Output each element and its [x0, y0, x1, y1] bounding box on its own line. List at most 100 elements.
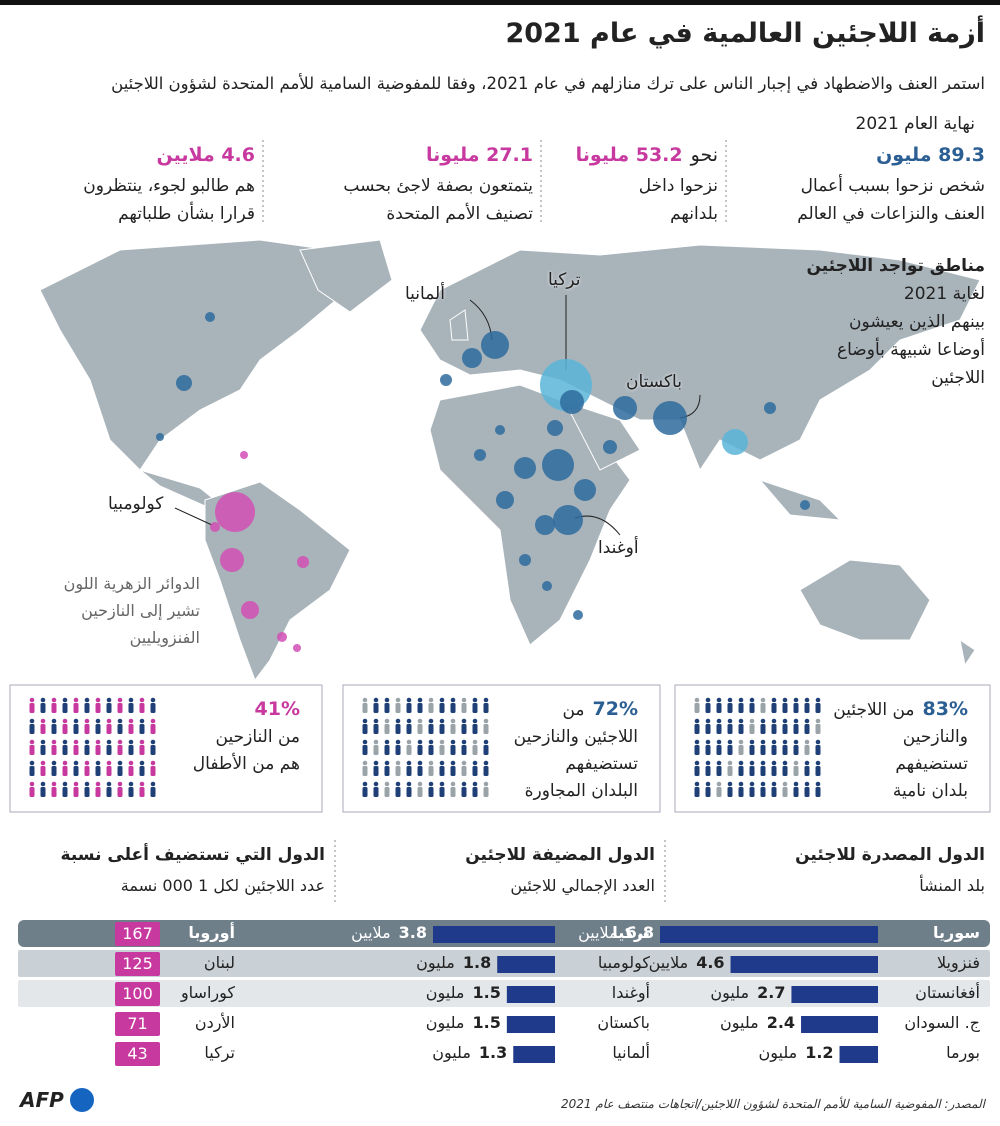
picto-head	[439, 697, 445, 703]
picto-body	[804, 787, 810, 797]
picto-body	[749, 766, 755, 776]
picto-body	[760, 766, 766, 776]
picto-body	[95, 787, 101, 797]
panel-text: من النازحين	[215, 727, 300, 747]
picto-body	[95, 745, 101, 755]
subtitle: استمر العنف والاضطهاد في إجبار الناس على…	[111, 74, 985, 93]
picto-head	[29, 718, 35, 724]
stat-text: العنف والنزاعات في العالم	[797, 204, 985, 224]
picto-body	[73, 724, 79, 734]
picto-body	[793, 745, 799, 755]
picto-head	[483, 718, 489, 724]
picto-body	[106, 787, 112, 797]
picto-head	[782, 760, 788, 766]
picto-head	[716, 781, 722, 787]
picto-body	[738, 745, 744, 755]
value-unit: مليون	[758, 1043, 798, 1062]
picto-head	[439, 760, 445, 766]
picto-body	[782, 745, 788, 755]
stat-figure: 53.2 مليونا	[575, 144, 683, 166]
stat-text: بلدانهم	[670, 204, 718, 224]
picto-body	[73, 766, 79, 776]
picto-body	[139, 745, 145, 755]
value-row: 1.2 مليون	[758, 1043, 833, 1062]
picto-head	[450, 781, 456, 787]
picto-body	[428, 745, 434, 755]
panel-percent: 41%	[254, 698, 300, 720]
picto-body	[128, 787, 134, 797]
picto-head	[771, 697, 777, 703]
picto-body	[716, 724, 722, 734]
stat-figure: 4.6 ملايين	[156, 144, 255, 166]
picto-body	[384, 766, 390, 776]
picto-body	[362, 787, 368, 797]
table-subtitle: العدد الإجمالي للاجئين	[510, 876, 655, 895]
table-title: الدول المضيفة للاجئين	[465, 845, 655, 865]
picto-head	[694, 718, 700, 724]
picto-body	[771, 787, 777, 797]
picto-head	[106, 739, 112, 745]
picto-body	[694, 787, 700, 797]
stat-text: قرارا بشأن طلباتهم	[118, 204, 255, 224]
picto-head	[40, 760, 46, 766]
picto-head	[782, 697, 788, 703]
value-row: 1.3 مليون	[432, 1043, 507, 1062]
picto-body	[106, 766, 112, 776]
map-bubble	[519, 554, 531, 566]
picto-head	[117, 739, 123, 745]
value-row: 1.5 مليون	[426, 1013, 501, 1032]
stat-text: شخص نزحوا بسبب أعمال	[800, 176, 985, 196]
picto-body	[716, 703, 722, 713]
picto-body	[150, 745, 156, 755]
value-row: 1.8 مليون	[416, 953, 491, 972]
picto-body	[117, 787, 123, 797]
value-box	[115, 1042, 160, 1066]
stat-figure-row: 4.6 ملايين	[157, 144, 255, 166]
value-row: 6.8 ملايين	[578, 923, 654, 942]
picto-body	[373, 787, 379, 797]
value-unit: ملايين	[578, 923, 618, 942]
picto-body	[760, 703, 766, 713]
picto-body	[749, 745, 755, 755]
picto-body	[384, 724, 390, 734]
bar	[839, 1046, 878, 1063]
value-text: 43	[127, 1044, 148, 1063]
picto-head	[73, 760, 79, 766]
picto-body	[73, 703, 79, 713]
picto-head	[384, 739, 390, 745]
row-name: سوريا	[933, 923, 980, 942]
picto-head	[793, 739, 799, 745]
value-text: 1.5	[472, 1013, 501, 1032]
picto-head	[472, 760, 478, 766]
picto-head	[406, 697, 412, 703]
map-bubble	[277, 632, 287, 642]
picto-head	[815, 739, 821, 745]
picto-body	[395, 766, 401, 776]
map-bubble	[547, 420, 563, 436]
picto-head	[450, 739, 456, 745]
picto-body	[406, 787, 412, 797]
picto-head	[150, 697, 156, 703]
picto-body	[29, 703, 35, 713]
panel-text: والنازحين	[902, 727, 968, 747]
picto-head	[705, 739, 711, 745]
picto-head	[771, 739, 777, 745]
stat-text: يتمتعون بصفة لاجئ بحسب	[343, 176, 533, 196]
map-bubble	[573, 610, 583, 620]
picto-head	[727, 739, 733, 745]
picto-head	[139, 697, 145, 703]
value-text: 1.5	[472, 983, 501, 1002]
picto-head	[73, 781, 79, 787]
picto-body	[150, 724, 156, 734]
picto-body	[428, 766, 434, 776]
map-bubble	[613, 396, 637, 420]
picto-body	[727, 724, 733, 734]
map-bubble	[241, 601, 259, 619]
picto-body	[782, 787, 788, 797]
picto-body	[373, 745, 379, 755]
picto-body	[62, 787, 68, 797]
panel-text: اللاجئين والنازحين	[513, 727, 638, 747]
picto-body	[40, 766, 46, 776]
picto-body	[128, 745, 134, 755]
picto-head	[771, 718, 777, 724]
